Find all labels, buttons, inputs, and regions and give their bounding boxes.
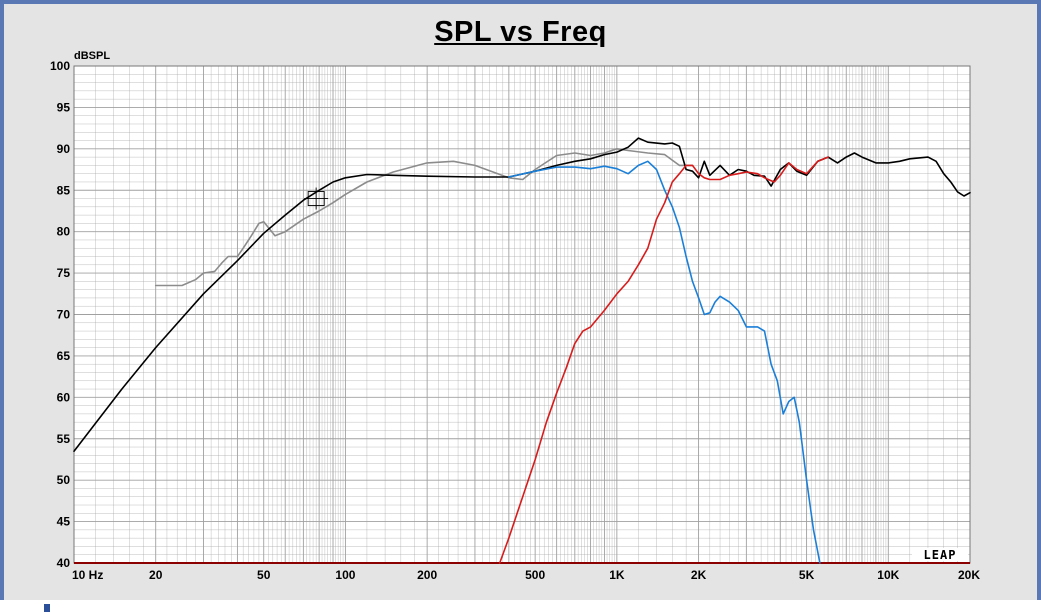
x-tick-label: 20 (149, 568, 163, 582)
y-tick-label: 55 (57, 432, 71, 446)
leap-logo: LEAP (912, 548, 968, 562)
series-layer (73, 137, 971, 564)
x-tick-label: 1K (609, 568, 625, 582)
series-line-3 (507, 160, 821, 564)
x-tick-label: 100 (335, 568, 355, 582)
y-tick-label: 70 (57, 308, 71, 322)
y-tick-label: 75 (57, 266, 71, 280)
y-tick-label: 60 (57, 390, 71, 404)
x-tick-label: 10 Hz (72, 568, 103, 582)
series-line-1 (154, 148, 694, 287)
y-tick-label: 80 (57, 225, 71, 239)
logo-bg (912, 548, 968, 561)
x-tick-label: 5K (799, 568, 815, 582)
bottom-strip-edge (44, 604, 50, 612)
bottom-strip (0, 600, 1041, 612)
y-tick-label: 85 (57, 183, 71, 197)
x-tick-label: 50 (257, 568, 271, 582)
y-tick-label: 90 (57, 142, 71, 156)
series-line-4 (498, 156, 829, 564)
grid-major (74, 66, 970, 563)
x-tick-label: 200 (417, 568, 437, 582)
y-tick-label: 50 (57, 473, 71, 487)
y-axis-ticks: 100 95 90 85 80 75 70 65 60 55 50 45 40 (50, 59, 70, 570)
chart-title: SPL vs Freq (434, 16, 607, 48)
y-tick-label: 40 (57, 556, 71, 570)
y-tick-label: 95 (57, 100, 71, 114)
series-line-2 (73, 137, 971, 453)
x-tick-label: 20K (958, 568, 980, 582)
x-tick-label: 500 (525, 568, 545, 582)
x-tick-label: 10K (877, 568, 899, 582)
y-tick-label: 100 (50, 59, 70, 73)
x-axis-ticks: 10 Hz 20 50 100 200 500 1K 2K 5K 10K 20K (72, 568, 980, 582)
logo-text: LEAP (924, 548, 957, 562)
y-tick-label: 65 (57, 349, 71, 363)
y-tick-label: 45 (57, 515, 71, 529)
cursor-marker[interactable] (304, 187, 329, 210)
y-axis-label: dBSPL (74, 50, 110, 62)
x-tick-label: 2K (691, 568, 707, 582)
